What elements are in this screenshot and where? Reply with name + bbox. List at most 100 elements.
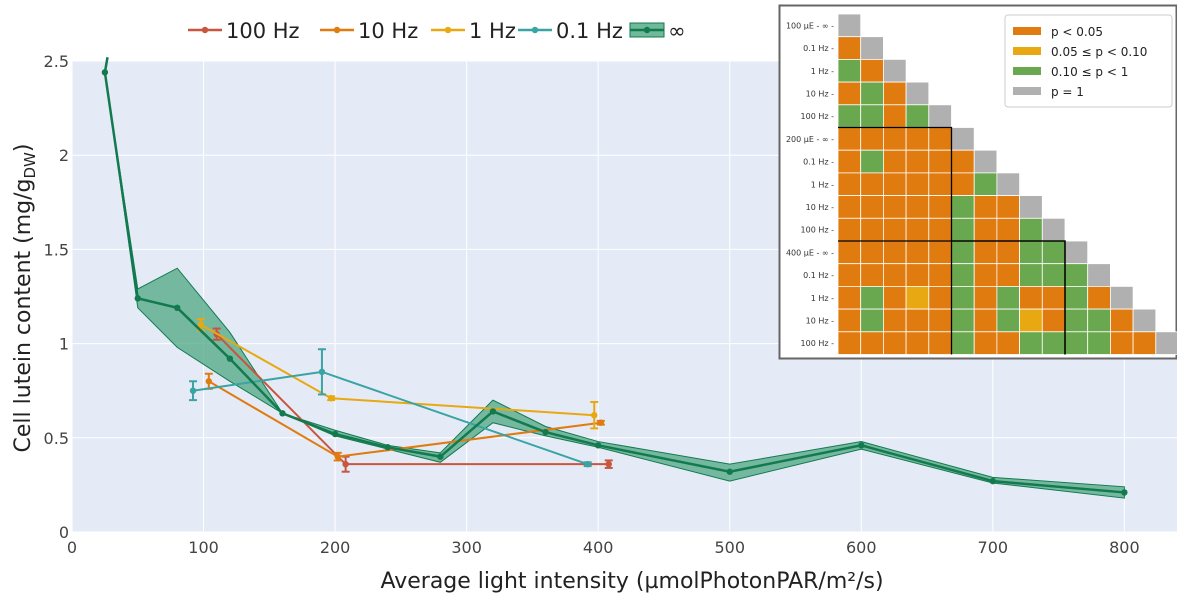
heatmap-cell	[1041, 331, 1066, 355]
heatmap-cell	[905, 172, 930, 196]
heatmap-cell	[883, 127, 907, 151]
legend-label: ∞	[668, 19, 686, 43]
heatmap-cell	[1155, 331, 1177, 355]
heatmap-cell	[973, 331, 998, 355]
legend-label: 0.1 Hz	[556, 19, 623, 43]
series-3	[189, 348, 592, 468]
y-tick-label: 1.5	[44, 240, 69, 259]
heatmap-cell	[951, 127, 975, 151]
data-point	[605, 460, 612, 468]
heatmap-cell	[951, 195, 975, 219]
legend-marker	[531, 26, 539, 34]
heatmap-cell	[860, 285, 884, 310]
heatmap-cell	[928, 149, 952, 174]
heatmap-cell	[928, 127, 952, 151]
heatmap-cell	[1087, 308, 1111, 333]
x-tick-label: 200	[320, 538, 351, 557]
heatmap-cell	[1064, 331, 1089, 355]
heatmap-cell	[928, 104, 952, 128]
x-tick-label: 100	[188, 538, 219, 557]
legend-label: 100 Hz	[226, 19, 300, 43]
heatmap-row-label: 1 Hz -	[811, 180, 834, 189]
heatmap-cell	[928, 263, 952, 287]
heatmap-cell	[883, 81, 907, 106]
heatmap-cell	[928, 285, 952, 310]
heatmap-cell	[837, 331, 862, 355]
heatmap-cell	[951, 331, 975, 355]
heatmap-legend-label: p < 0.05	[1051, 25, 1103, 39]
heatmap-cell	[973, 149, 998, 174]
data-point	[327, 395, 335, 402]
heatmap-cell	[883, 285, 907, 310]
heatmap-cell	[860, 149, 884, 174]
data-point	[989, 477, 997, 485]
heatmap-cell	[1110, 308, 1134, 333]
heatmap-cell	[1132, 331, 1157, 355]
data-point	[342, 460, 349, 468]
heatmap-row-label: 1 Hz -	[811, 67, 834, 76]
legend-marker	[444, 26, 452, 34]
legend-marker	[643, 26, 651, 34]
heatmap-cell	[1087, 263, 1111, 287]
heatmap-cell	[905, 195, 930, 219]
data-point	[318, 368, 326, 376]
y-tick-label: 1	[59, 335, 69, 354]
heatmap-cell	[883, 331, 907, 355]
group-divider	[838, 126, 953, 355]
heatmap-cell	[951, 263, 975, 287]
heatmap-legend-swatch	[1013, 87, 1041, 95]
heatmap-cell	[951, 217, 975, 242]
heatmap-cell	[883, 308, 907, 333]
heatmap-cell	[837, 149, 862, 174]
heatmap-cell	[996, 285, 1021, 310]
data-point	[101, 69, 109, 76]
series-2	[196, 318, 599, 430]
y-tick-label: 0	[59, 523, 69, 542]
heatmap-cell	[883, 172, 907, 196]
heatmap-row-label: 0.1 Hz -	[803, 271, 834, 280]
data-point	[437, 453, 444, 460]
data-point	[226, 355, 234, 362]
heatmap-cell	[905, 308, 930, 333]
heatmap-cell	[996, 172, 1021, 196]
data-point	[1121, 489, 1128, 496]
heatmap-cell	[1041, 217, 1066, 242]
heatmap-cell	[905, 127, 930, 151]
heatmap-cell	[1064, 308, 1089, 333]
x-tick-label: 0	[67, 538, 77, 557]
heatmap-cell	[860, 59, 884, 83]
heatmap-row-label: 100 Hz -	[801, 112, 835, 121]
data-point	[584, 460, 591, 468]
x-tick-label: 800	[1109, 538, 1140, 557]
heatmap-legend-label: 0.10 ≤ p < 1	[1051, 65, 1128, 79]
heatmap-cell	[996, 308, 1021, 333]
data-point	[174, 304, 181, 312]
data-point	[597, 419, 605, 426]
heatmap-cell	[996, 263, 1021, 287]
heatmap-legend-swatch	[1013, 67, 1041, 75]
heatmap-legend-swatch	[1013, 27, 1041, 35]
data-point	[542, 428, 549, 436]
heatmap-cell	[1087, 331, 1111, 355]
heatmap-cell	[837, 59, 862, 83]
heatmap-cell	[883, 104, 907, 128]
heatmap-cell	[860, 263, 884, 287]
group-divider	[951, 240, 1066, 355]
heatmap-cell	[860, 240, 884, 265]
data-point	[331, 430, 339, 438]
heatmap-legend-swatch	[1013, 47, 1041, 55]
y-tick-label: 2.5	[44, 52, 69, 71]
heatmap-row-label: 0.1 Hz -	[803, 158, 834, 167]
data-point	[858, 442, 865, 449]
heatmap-cell	[973, 217, 998, 242]
legend-marker	[201, 26, 209, 34]
heatmap-cell	[860, 127, 884, 151]
legend-label: 1 Hz	[469, 19, 516, 43]
heatmap-cell	[973, 308, 998, 333]
heatmap-row-label: 10 Hz -	[806, 89, 834, 98]
heatmap-cell	[837, 36, 862, 60]
heatmap-cell	[883, 195, 907, 219]
heatmap-cell	[951, 240, 975, 265]
legend-item: 0.1 Hz	[518, 19, 623, 43]
heatmap-cell	[1019, 285, 1043, 310]
